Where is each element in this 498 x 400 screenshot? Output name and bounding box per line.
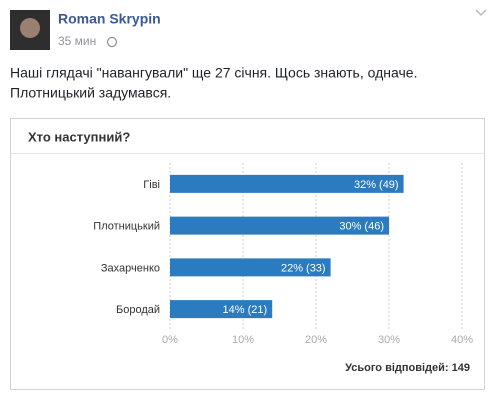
bar	[170, 216, 389, 235]
x-tick-label: 30%	[378, 334, 400, 346]
chart-card	[10, 118, 485, 390]
x-tick-label: 40%	[451, 334, 473, 346]
x-tick-label: 0%	[162, 334, 178, 346]
bar	[170, 174, 404, 193]
footer: Усього відповідей: 149	[345, 362, 470, 374]
x-tick-label: 20%	[305, 334, 327, 346]
value-label: 30% (46)	[339, 221, 384, 233]
post-text: Плотницький задумався.	[10, 85, 171, 101]
chart-title: Хто наступний?	[28, 129, 130, 144]
value-label: 32% (49)	[354, 179, 399, 191]
y-tick-label: Бородай	[116, 304, 160, 316]
y-tick-label: Гіві	[143, 179, 160, 191]
author[interactable]: Roman Skrypin	[58, 11, 161, 27]
bar	[170, 258, 331, 277]
avatar-face	[20, 18, 40, 38]
menu-chevron[interactable]	[475, 9, 487, 17]
y-tick-label: Плотницький	[93, 221, 160, 233]
post-text: Наші глядачі "навангували" ще 27 січня. …	[10, 65, 417, 81]
value-label: 22% (33)	[281, 262, 326, 274]
time[interactable]: 35 мин	[58, 34, 96, 48]
bar	[170, 300, 273, 319]
globe-icon	[106, 36, 118, 48]
y-tick-label: Захарченко	[101, 262, 160, 274]
x-tick-label: 10%	[232, 334, 254, 346]
value-label: 14% (21)	[223, 304, 268, 316]
